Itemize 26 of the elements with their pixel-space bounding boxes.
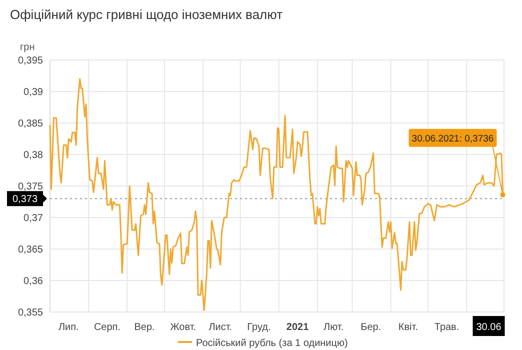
y-tick-label: 0,395 [18, 56, 44, 66]
y-tick-label: 0,37 [24, 213, 44, 224]
y-tick-label: 0,365 [18, 244, 44, 256]
legend-label: Російський рубль (за 1 одиницю) [196, 338, 348, 349]
x-tick-label: Трав. [434, 322, 460, 333]
y-tick-label: 0,38 [24, 150, 44, 161]
y-tick-label: 0,385 [18, 118, 44, 130]
y-tick-label: 0,375 [18, 182, 44, 192]
y-tick-label: 0,36 [24, 276, 44, 287]
x-tick-label: 30.06 [476, 322, 502, 333]
x-tick-label: Вер. [134, 322, 155, 333]
x-tick-label: Серп. [94, 322, 120, 333]
chart-title: Офіційний курс гривні щодо іноземних валют [10, 7, 283, 22]
x-tick-label: Лют. [324, 322, 344, 333]
y-axis-title: грн [20, 42, 35, 53]
annotation: 30.06.2021: 0,3736 [412, 133, 494, 144]
x-tick-label: Бер. [360, 322, 382, 333]
x-tick-label: Груд. [247, 322, 271, 333]
y-tick-label: 0,355 [18, 308, 44, 318]
x-tick-label: Лист. [208, 322, 232, 333]
x-tick-label: 2021 [286, 322, 310, 333]
x-tick-label: Жовт. [170, 322, 196, 333]
x-tick-label: Квіт. [398, 322, 418, 333]
x-tick-label: Лип. [58, 322, 79, 333]
y-tick-label: 0,39 [24, 87, 44, 98]
ref-line-label: 0,373 [12, 194, 38, 206]
